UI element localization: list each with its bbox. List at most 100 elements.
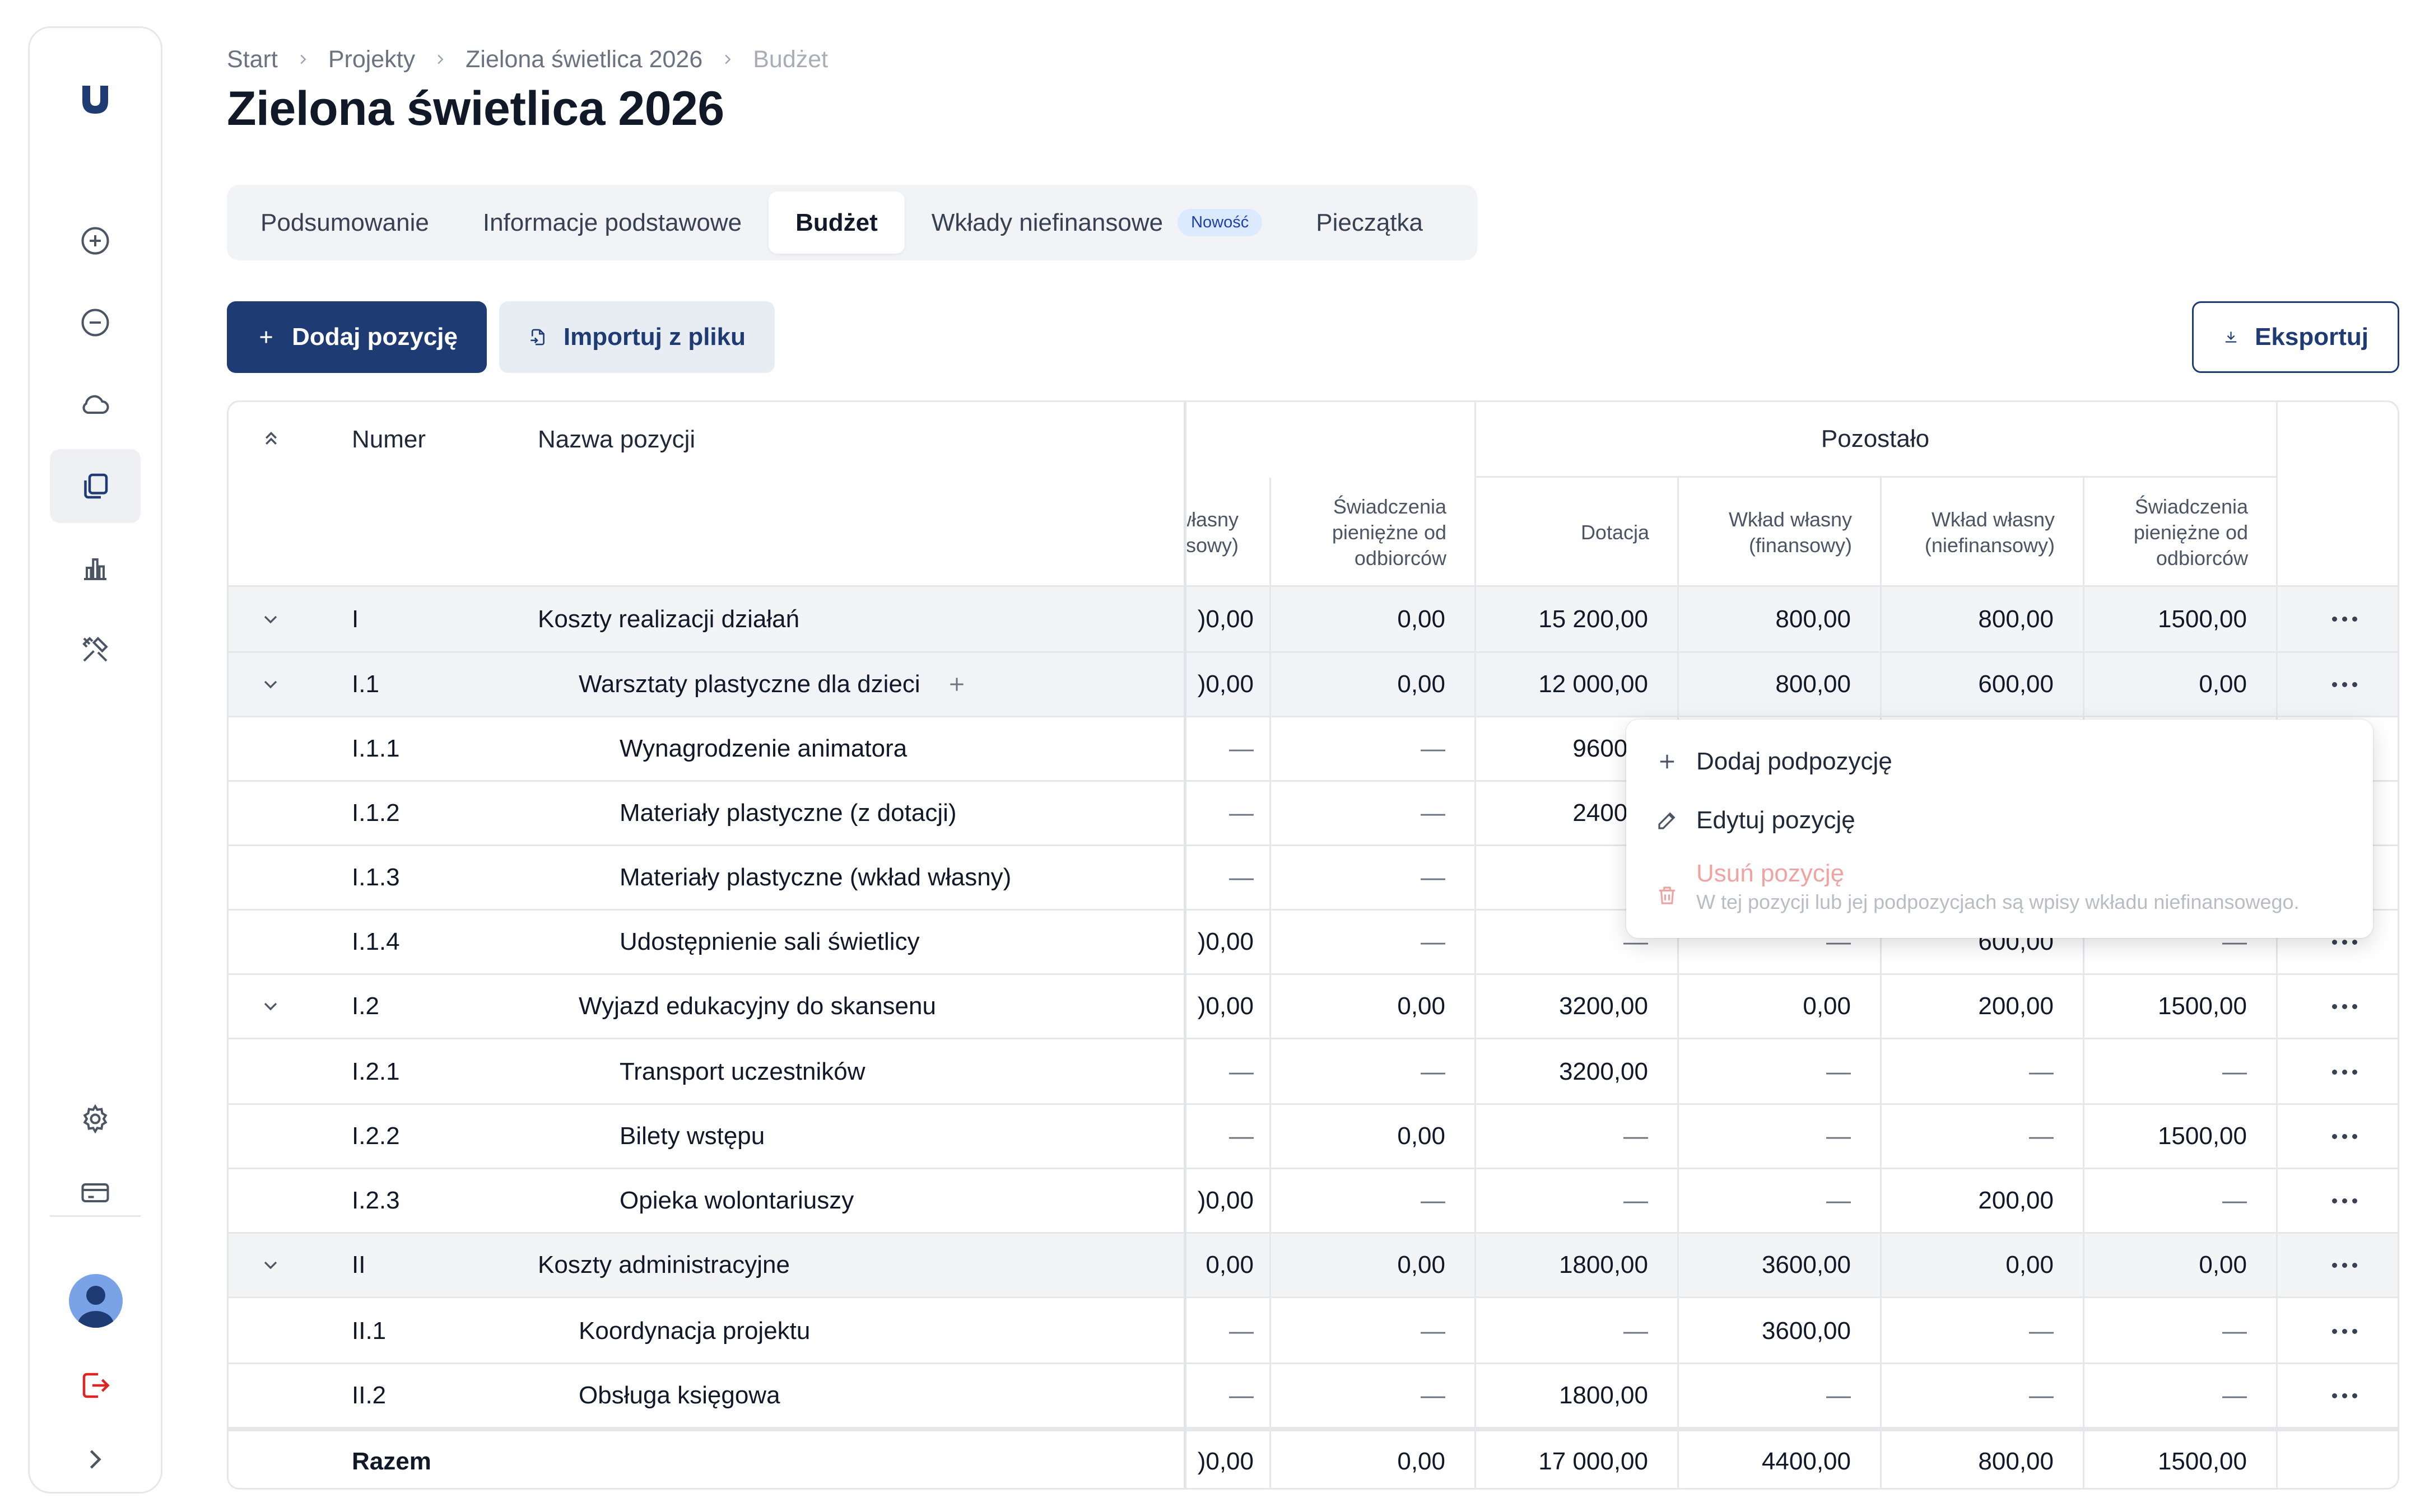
export-button[interactable]: Eksportuj [2192, 301, 2399, 373]
nav-expand[interactable] [50, 1422, 141, 1496]
cell-c5: 0,00 [2199, 670, 2247, 698]
tab-summary[interactable]: Podsumowanie [260, 208, 429, 236]
cell-c0: )0,00 [1197, 928, 1254, 955]
table-row[interactable]: I Koszty realizacji działań)0,00 0,00 15 20… [229, 587, 2398, 653]
cell-c3: 3600,00 [1761, 1317, 1851, 1345]
table-row[interactable]: II.2 Obsługa księgowa — — 1800,00 — — — [229, 1364, 2398, 1429]
chevron-down-icon[interactable] [259, 587, 282, 651]
cell-c4: 200,00 [1978, 992, 2054, 1020]
row-number: I.1.2 [352, 799, 400, 827]
chevron-down-icon[interactable] [259, 1234, 282, 1296]
cell-c1: — [1421, 928, 1445, 955]
table-row[interactable]: II.1 Koordynacja projektu — — — 3600,00 — — [229, 1300, 2398, 1364]
nav-billing[interactable] [50, 1156, 141, 1230]
row-actions-menu-button[interactable] [2332, 1040, 2357, 1103]
import-file-button[interactable]: Importuj z pliku [499, 301, 775, 373]
table-row[interactable]: II Koszty administracyjne 0,00 0,00 1800,00 3… [229, 1234, 2398, 1298]
nav-documents[interactable] [50, 449, 141, 523]
row-number: I.2.2 [352, 1122, 400, 1150]
table-row[interactable]: I.2.1 Transport uczestników — — 3200,00 — — — [229, 1040, 2398, 1105]
nav-add-circle[interactable] [50, 204, 141, 278]
table-total-row: Razem)0,00 0,00 17 000,00 4400,00 800,00 1500… [229, 1429, 2398, 1488]
cloud-icon [82, 395, 109, 414]
cell-c2: 12 000,00 [1538, 670, 1648, 698]
tab-non-financial[interactable]: Wkłady niefinansowe Nowość [905, 192, 1289, 254]
credit-card-icon [81, 1183, 109, 1202]
table-row[interactable]: I.1.4 Udostępnienie sali świetlicy)0,00— —… [229, 911, 2398, 975]
menu-add-subitem[interactable]: Dodaj podpozycję [1626, 736, 2373, 787]
row-actions-menu-button[interactable] [2332, 1105, 2357, 1168]
cell-c5: — [2222, 1382, 2247, 1409]
cell-c1: 0,00 [1397, 670, 1445, 698]
chevron-down-icon[interactable] [259, 975, 282, 1038]
nav-minus-circle[interactable] [50, 286, 141, 360]
table-row[interactable]: I.1.2 Materiały plastyczne (z dotacji) — —2… [229, 782, 2398, 846]
row-actions-menu-button[interactable] [2332, 975, 2357, 1038]
cell-c1: 0,00 [1397, 1122, 1445, 1150]
header-own-financial: Wkład własny (finansowy) [1728, 507, 1852, 557]
row-number: I [352, 605, 359, 633]
menu-edit-item[interactable]: Edytuj pozycję [1626, 795, 2373, 846]
frozen-column-divider [1184, 402, 1186, 1488]
row-number: I.1.3 [352, 864, 400, 891]
cell-c5: 0,00 [2199, 1251, 2247, 1278]
table-row[interactable]: I.2.3 Opieka wolontariuszy)0,00 — — — 200,00 — [229, 1169, 2398, 1234]
tab-budget[interactable]: Budżet [769, 192, 905, 254]
chevron-down-icon[interactable] [259, 653, 282, 716]
nav-logout[interactable] [50, 1348, 141, 1422]
cell-c0: — [1229, 1122, 1254, 1150]
row-actions-menu-button[interactable] [2332, 1300, 2357, 1362]
add-item-button[interactable]: Dodaj pozycję [227, 301, 487, 373]
row-name: Transport uczestników [620, 1058, 865, 1085]
add-subitem-icon[interactable] [946, 653, 968, 716]
cell-c0: )0,00 [1197, 992, 1254, 1020]
tab-stamp[interactable]: Pieczątka [1316, 208, 1423, 236]
cell-c3: 0,00 [1803, 992, 1851, 1020]
bar-chart-icon [84, 558, 106, 580]
tools-icon [82, 637, 108, 662]
trash-icon [1659, 886, 1675, 904]
user-icon [78, 1286, 114, 1328]
row-actions-menu-button[interactable] [2332, 587, 2357, 651]
tab-bar: Podsumowanie Informacje podstawowe Budże… [227, 185, 1477, 260]
row-actions-menu-button[interactable] [2332, 1364, 2357, 1427]
sidebar-divider [50, 1215, 141, 1217]
nav-charts[interactable] [50, 531, 141, 605]
row-name: Bilety wstępu [620, 1122, 765, 1150]
row-number: II.1 [352, 1317, 387, 1345]
table-row[interactable]: I.2.2 Bilety wstępu — 0,00 — — — 1500,00 [229, 1105, 2398, 1169]
cell-c0: — [1229, 1058, 1254, 1085]
total-c0: )0,00 [1197, 1447, 1254, 1475]
breadcrumb-project[interactable]: Zielona świetlica 2026 [466, 45, 703, 73]
cell-c4: 600,00 [1978, 670, 2054, 698]
nav-tools[interactable] [50, 613, 141, 687]
user-avatar[interactable] [69, 1274, 123, 1328]
row-number: I.1.1 [352, 735, 400, 762]
breadcrumb-start[interactable]: Start [227, 45, 278, 73]
row-actions-menu-button[interactable] [2332, 653, 2357, 716]
collapse-all-icon[interactable] [259, 427, 283, 451]
row-actions-menu-button[interactable] [2332, 911, 2357, 973]
table-row[interactable]: I.1.3 Materiały plastyczne (wkład własny)… [229, 846, 2398, 911]
row-number: I.2.1 [352, 1058, 400, 1085]
header-benefits-1: Świadczenia pieniężne od odbiorców [1332, 494, 1446, 570]
row-actions-menu-button[interactable] [2332, 1169, 2357, 1232]
table-row[interactable]: I.2 Wyjazd edukacyjny do skansenu)0,00 0,0… [229, 975, 2398, 1039]
nav-settings[interactable] [50, 1082, 141, 1156]
plus-circle-icon [81, 227, 109, 255]
tab-basic-info[interactable]: Informacje podstawowe [482, 208, 742, 236]
row-actions-menu-button[interactable] [2332, 1234, 2357, 1296]
cell-c0: — [1229, 1317, 1254, 1345]
file-import-icon [530, 329, 544, 346]
cell-c1: — [1421, 735, 1445, 762]
row-number: I.1 [352, 670, 379, 698]
app-logo-icon[interactable] [77, 81, 114, 118]
breadcrumb-projects[interactable]: Projekty [328, 45, 416, 73]
row-name: Obsługa księgowa [579, 1382, 780, 1409]
column-divider [2276, 402, 2278, 1488]
cell-c5: 1500,00 [2157, 1122, 2247, 1150]
table-row[interactable]: I.1 Warsztaty plastyczne dla dzieci)0,00 0… [229, 653, 2398, 717]
tab-non-financial-label: Wkłady niefinansowe [931, 208, 1164, 236]
cell-c1: — [1421, 1382, 1445, 1409]
nav-cloud[interactable] [50, 367, 141, 441]
